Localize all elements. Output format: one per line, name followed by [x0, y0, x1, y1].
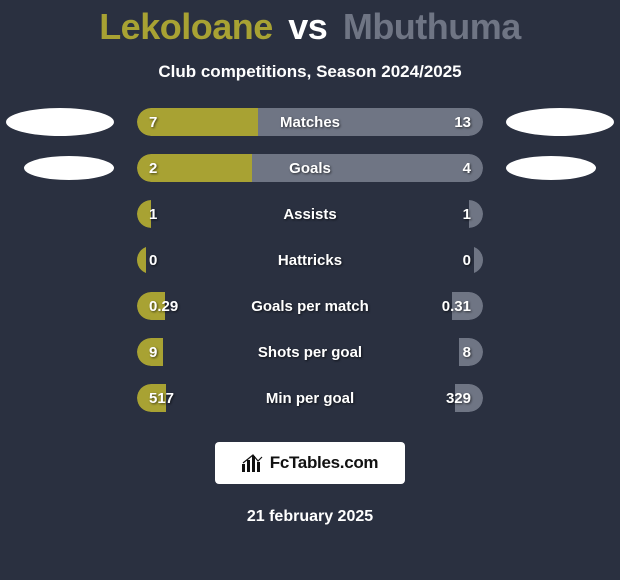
stat-label: Assists — [137, 200, 483, 228]
stat-row: 517329Min per goal — [137, 384, 483, 412]
title-player2: Mbuthuma — [343, 6, 521, 47]
subtitle: Club competitions, Season 2024/2025 — [0, 62, 620, 82]
stat-label: Shots per goal — [137, 338, 483, 366]
stat-row: 24Goals — [137, 154, 483, 182]
stat-label: Hattricks — [137, 246, 483, 274]
left-ellipse-2 — [24, 156, 114, 180]
title-vs: vs — [288, 6, 327, 47]
footer-badge: FcTables.com — [215, 442, 405, 484]
left-ellipse-1 — [6, 108, 114, 136]
stat-bars: 713Matches 24Goals 11Assists 00Hattricks 0.2… — [137, 108, 483, 412]
stat-label: Goals per match — [137, 292, 483, 320]
stat-row: 98Shots per goal — [137, 338, 483, 366]
title-player1: Lekoloane — [99, 6, 273, 47]
comparison-arena: 713Matches 24Goals 11Assists 00Hattricks 0.2… — [0, 108, 620, 412]
stat-row: 00Hattricks — [137, 246, 483, 274]
stat-label: Matches — [137, 108, 483, 136]
stat-label: Min per goal — [137, 384, 483, 412]
page-title: Lekoloane vs Mbuthuma — [0, 0, 620, 48]
chart-icon — [242, 454, 264, 472]
stat-row: 11Assists — [137, 200, 483, 228]
stat-row: 713Matches — [137, 108, 483, 136]
right-ellipse-1 — [506, 108, 614, 136]
right-ellipse-2 — [506, 156, 596, 180]
stat-row: 0.290.31Goals per match — [137, 292, 483, 320]
footer-brand: FcTables.com — [270, 453, 379, 473]
stat-label: Goals — [137, 154, 483, 182]
footer-date: 21 february 2025 — [0, 508, 620, 526]
